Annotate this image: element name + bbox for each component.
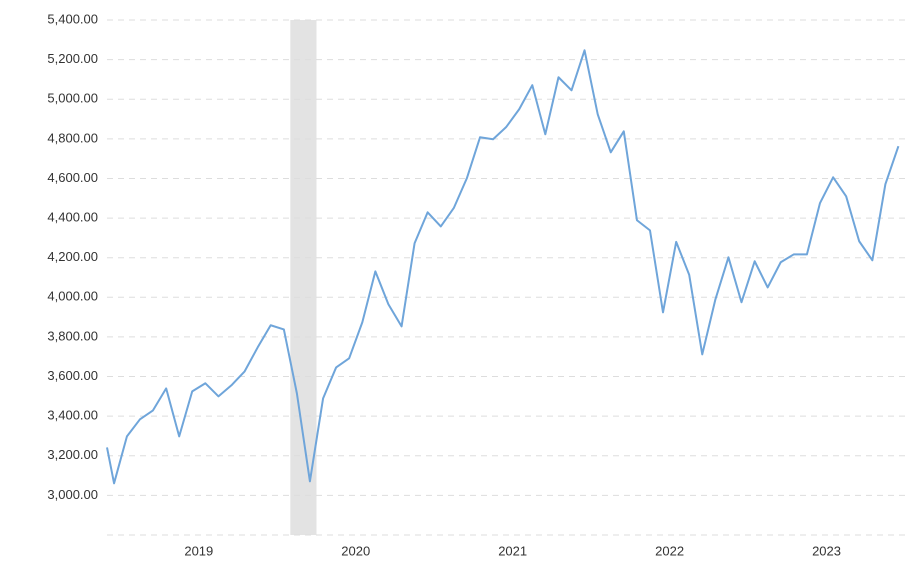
y-tick-label: 5,400.00 bbox=[47, 11, 98, 26]
y-tick-label: 4,600.00 bbox=[47, 170, 98, 185]
y-tick-label: 5,000.00 bbox=[47, 91, 98, 106]
data-line bbox=[106, 49, 900, 485]
x-tick-label: 2021 bbox=[498, 543, 527, 558]
recession-band bbox=[290, 20, 317, 535]
x-tick-label: 2023 bbox=[812, 543, 841, 558]
y-tick-label: 3,400.00 bbox=[47, 408, 98, 423]
y-tick-label: 4,400.00 bbox=[47, 210, 98, 225]
x-tick-label: 2022 bbox=[655, 543, 684, 558]
y-tick-label: 3,600.00 bbox=[47, 368, 98, 383]
y-tick-label: 4,200.00 bbox=[47, 249, 98, 264]
y-tick-label: 4,000.00 bbox=[47, 289, 98, 304]
y-tick-label: 3,200.00 bbox=[47, 447, 98, 462]
y-tick-label: 3,000.00 bbox=[47, 487, 98, 502]
y-tick-label: 3,800.00 bbox=[47, 328, 98, 343]
y-tick-label: 5,200.00 bbox=[47, 51, 98, 66]
y-tick-label: 4,800.00 bbox=[47, 130, 98, 145]
x-tick-label: 2019 bbox=[184, 543, 213, 558]
x-tick-label: 2020 bbox=[341, 543, 370, 558]
